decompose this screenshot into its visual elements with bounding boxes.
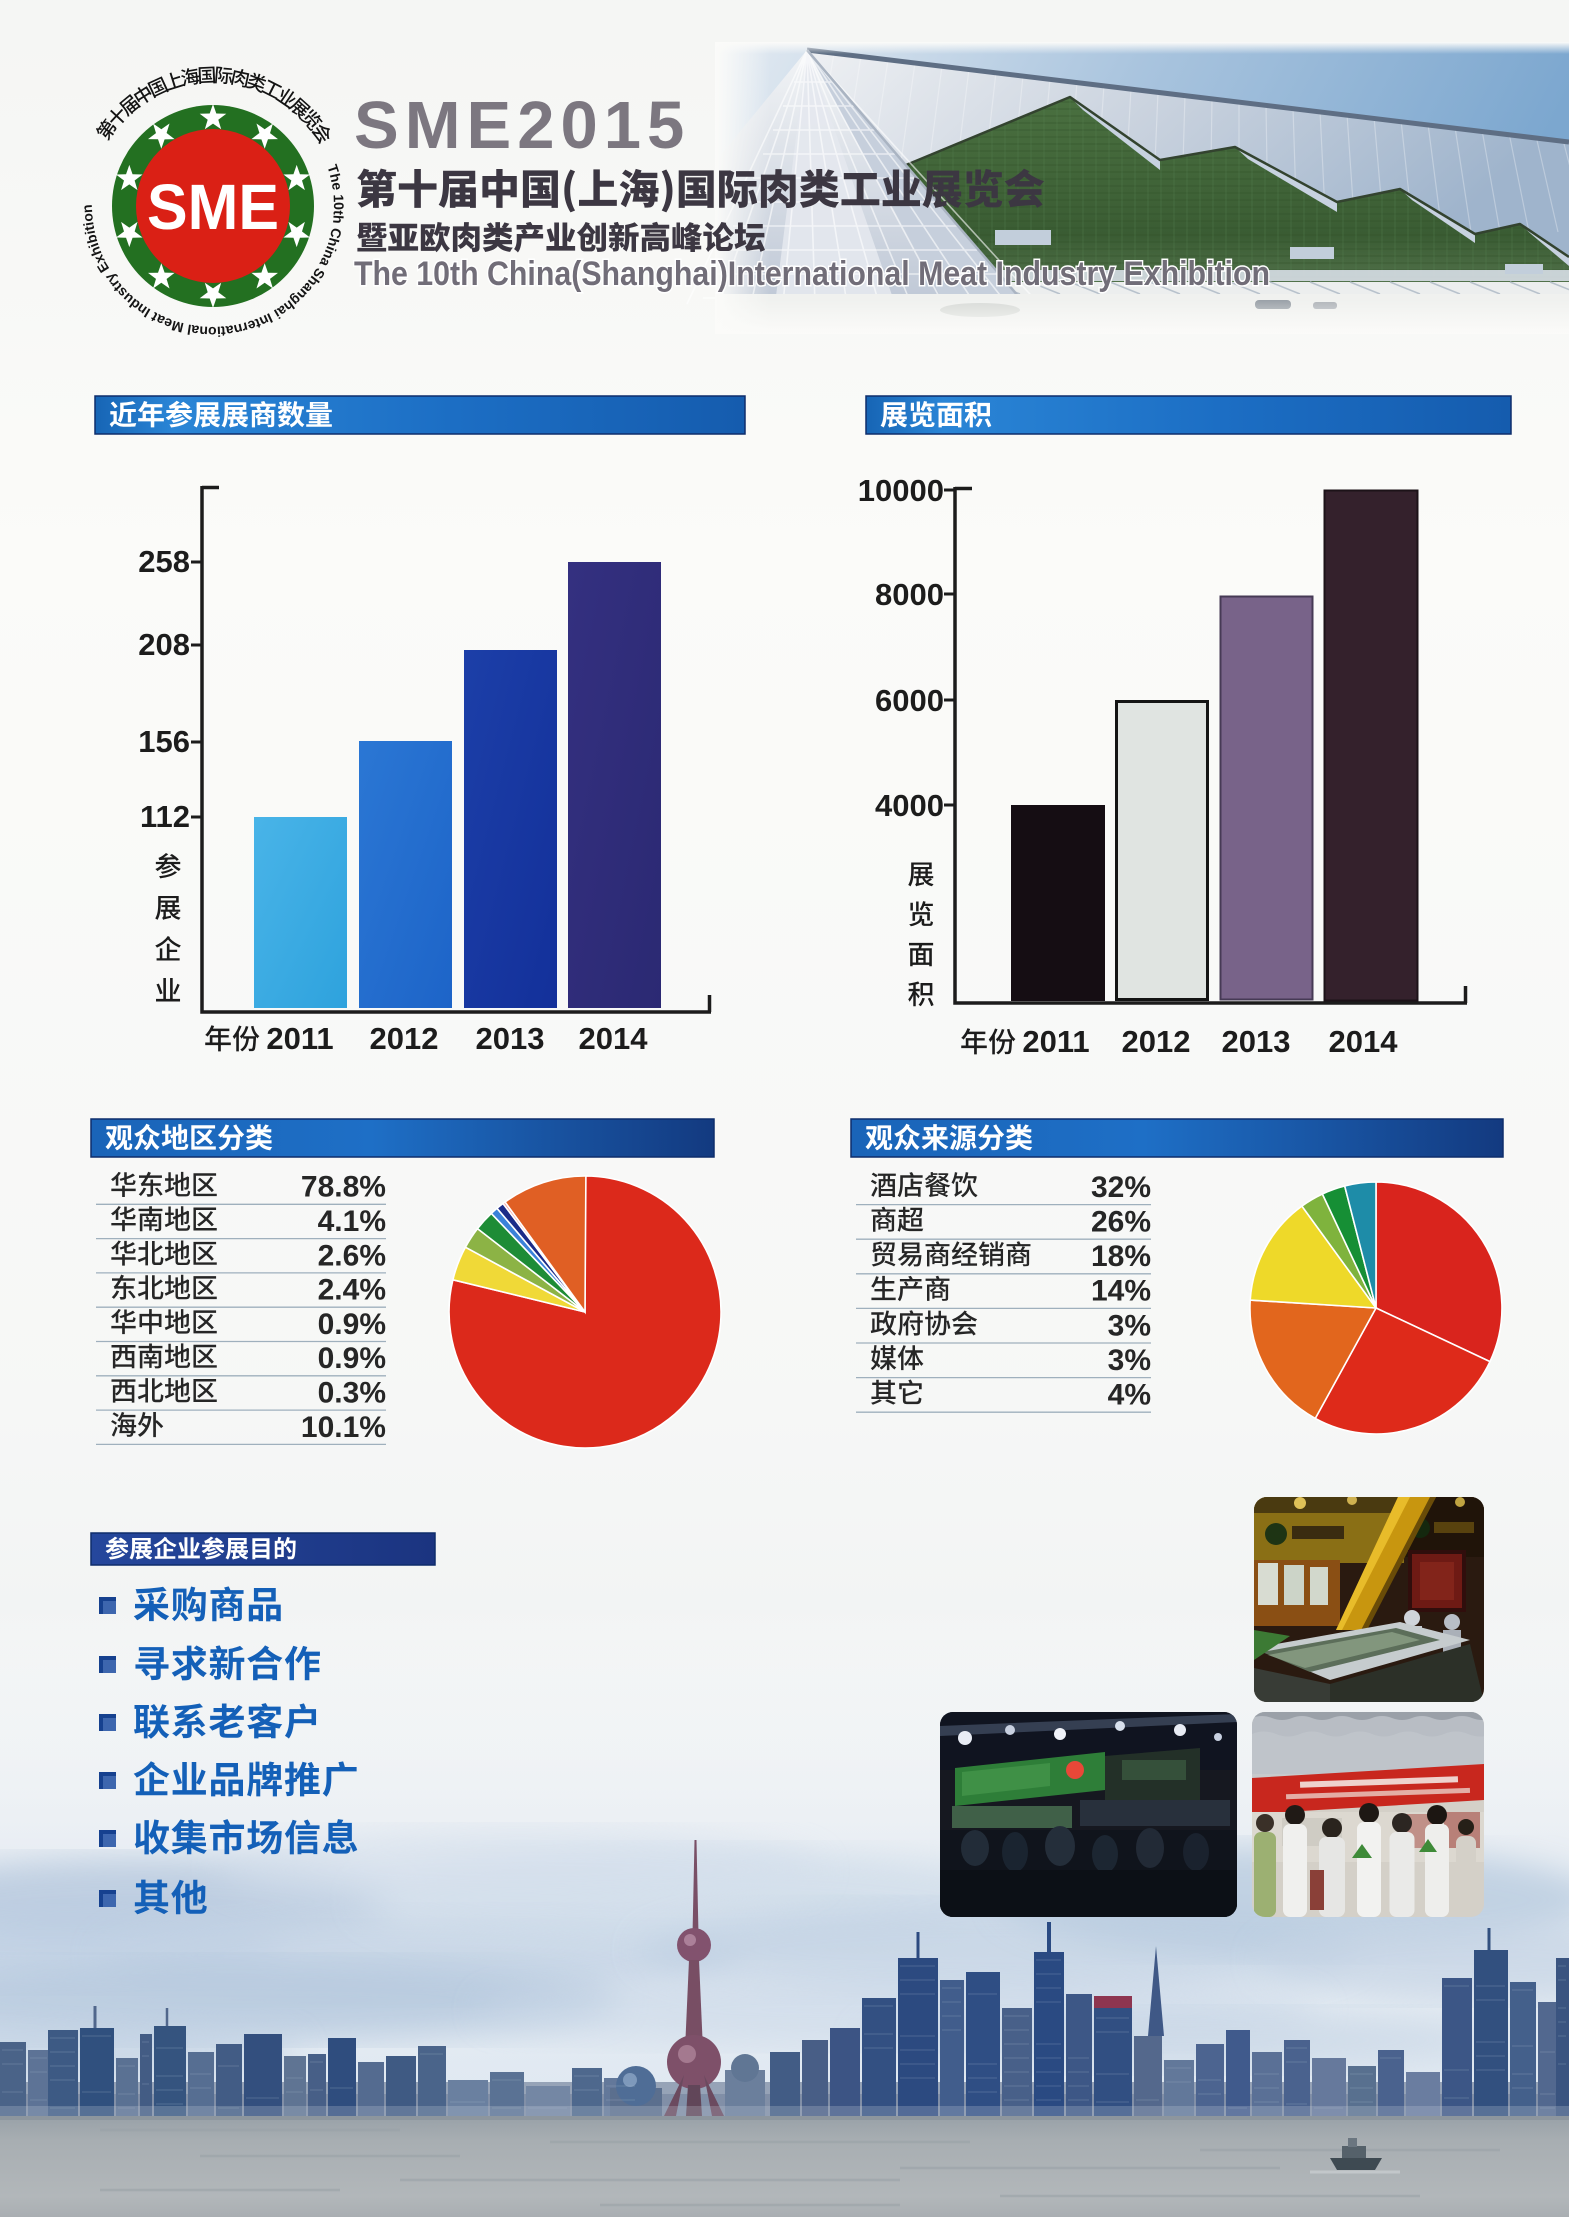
- svg-text:10000: 10000: [858, 473, 944, 508]
- svg-text:3%: 3%: [1108, 1309, 1151, 1342]
- svg-text:8000: 8000: [875, 577, 944, 612]
- svg-text:2.6%: 2.6%: [318, 1239, 386, 1272]
- svg-text:2014: 2014: [1329, 1024, 1399, 1059]
- svg-text:10.1%: 10.1%: [301, 1411, 386, 1444]
- svg-text:2.4%: 2.4%: [318, 1274, 386, 1307]
- svg-text:2012: 2012: [1122, 1024, 1191, 1059]
- svg-text:SME: SME: [147, 171, 279, 243]
- svg-text:SME2015: SME2015: [354, 88, 690, 163]
- svg-text:4%: 4%: [1108, 1379, 1151, 1412]
- svg-text:2013: 2013: [476, 1021, 545, 1056]
- svg-text:3%: 3%: [1108, 1344, 1151, 1377]
- svg-text:78.8%: 78.8%: [301, 1171, 386, 1204]
- svg-text:208: 208: [138, 627, 190, 662]
- svg-text:112: 112: [140, 799, 190, 834]
- svg-text:0.3%: 0.3%: [318, 1376, 386, 1409]
- svg-text:2014: 2014: [579, 1021, 649, 1056]
- svg-text:4.1%: 4.1%: [318, 1205, 386, 1238]
- svg-text:26%: 26%: [1091, 1206, 1151, 1239]
- svg-text:0.9%: 0.9%: [318, 1308, 386, 1341]
- svg-text:14%: 14%: [1091, 1275, 1151, 1308]
- svg-text:2012: 2012: [370, 1021, 439, 1056]
- svg-text:0.9%: 0.9%: [318, 1342, 386, 1375]
- svg-text:2011: 2011: [266, 1021, 333, 1056]
- svg-text:18%: 18%: [1091, 1240, 1151, 1273]
- svg-text:258: 258: [138, 544, 190, 579]
- svg-text:6000: 6000: [875, 683, 944, 718]
- svg-text:32%: 32%: [1091, 1171, 1151, 1204]
- svg-text:156: 156: [138, 724, 190, 759]
- svg-text:4000: 4000: [875, 788, 944, 823]
- svg-text:2011: 2011: [1022, 1024, 1089, 1059]
- svg-text:2013: 2013: [1222, 1024, 1291, 1059]
- svg-text:The 10th China(Shanghai)Intern: The 10th China(Shanghai)International Me…: [354, 255, 1270, 293]
